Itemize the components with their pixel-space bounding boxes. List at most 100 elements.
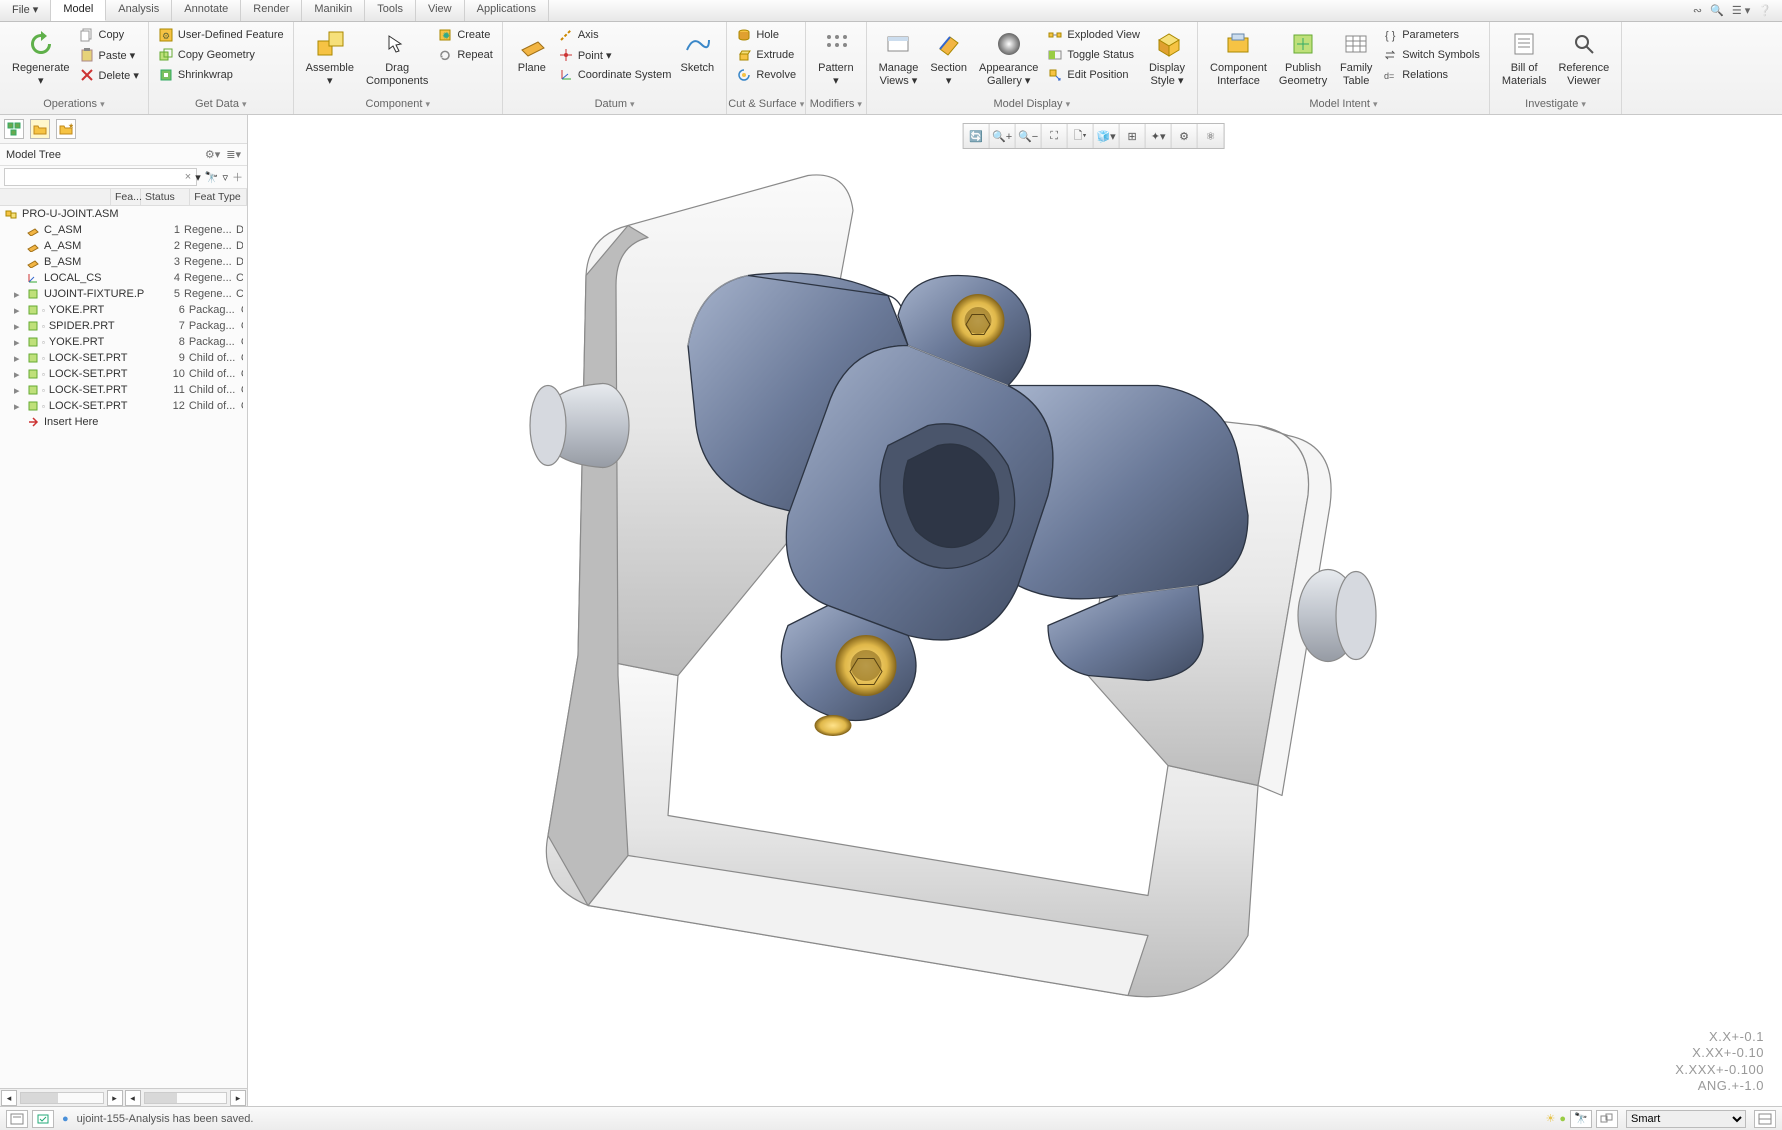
menu-tab-view[interactable]: View [416,0,465,21]
hole-button[interactable]: Hole [733,26,799,44]
menu-tab-render[interactable]: Render [241,0,302,21]
bill-of-materials-button[interactable]: Bill ofMaterials [1496,26,1553,89]
tree-row[interactable]: C_ASM1Regene...Datum Pla [0,222,247,238]
ribbon-group-label[interactable]: Investigate [1490,96,1621,114]
tree-row[interactable]: ▸▫SPIDER.PRT7Packag...Compone [0,318,247,334]
tree-h-scrollbar[interactable]: ◂ ▸ ◂ ▸ [0,1088,247,1106]
edit-position-button[interactable]: Edit Position [1044,66,1143,84]
shrinkwrap-button[interactable]: Shrinkwrap [155,66,287,84]
tree-column-header[interactable]: Fea... [111,189,141,205]
switch-symbols-button[interactable]: Switch Symbols [1379,46,1483,64]
tree-tab-folder-icon[interactable] [30,119,50,139]
tree-search-input[interactable] [4,168,197,186]
axis-button[interactable]: Axis [555,26,675,44]
ribbon-group-label[interactable]: Modifiers [806,96,865,114]
expand-icon[interactable]: ▸ [14,304,22,317]
expand-icon[interactable]: ▸ [14,320,22,333]
relations-button[interactable]: d=Relations [1379,66,1483,84]
view-tool-button[interactable]: 🧊▾ [1094,124,1120,148]
view-tool-button[interactable]: 🗋▾ [1068,124,1094,148]
tree-tab-model-icon[interactable] [4,119,24,139]
user-defined-feature-button[interactable]: ⚙User-Defined Feature [155,26,287,44]
titlebar-icon[interactable]: ∾ [1693,4,1702,17]
view-tool-button[interactable]: 🔍− [1016,124,1042,148]
ribbon-group-label[interactable]: Component [294,96,502,114]
tree-row[interactable]: ▸UJOINT-FIXTURE.P5Regene...Compone [0,286,247,302]
tree-settings-icon[interactable]: ⚙▾ [205,148,220,161]
copy-geometry-button[interactable]: Copy Geometry [155,46,287,64]
expand-icon[interactable]: ▸ [14,288,22,301]
view-tool-button[interactable]: ⚛ [1198,124,1224,148]
plane-button[interactable]: Plane [509,26,555,77]
publish-geometry-button[interactable]: PublishGeometry [1273,26,1333,89]
status-sun-icon[interactable]: ☀ [1545,1112,1555,1125]
view-tool-button[interactable]: ⛶ [1042,124,1068,148]
tree-row[interactable]: ▸▫LOCK-SET.PRT12Child of...Compone [0,398,247,414]
tree-filter-binoc-icon[interactable]: 🔭 [205,171,219,184]
tree-column-header[interactable]: Status [141,189,190,205]
delete-button[interactable]: Delete ▾ [76,66,142,84]
tree-row[interactable]: ▸▫YOKE.PRT8Packag...Compone [0,334,247,350]
ribbon-group-label[interactable]: Get Data [149,96,293,114]
expand-icon[interactable]: ▸ [14,400,22,413]
menu-tab-annotate[interactable]: Annotate [172,0,241,21]
manage-views-button[interactable]: ManageViews ▾ [873,26,925,89]
status-binoc-icon[interactable]: 🔭 [1570,1110,1592,1128]
status-icon-1[interactable] [6,1110,28,1128]
menu-tab-tools[interactable]: Tools [365,0,416,21]
view-tool-button[interactable]: ✦▾ [1146,124,1172,148]
model-tree-body[interactable]: PRO-U-JOINT.ASM C_ASM1Regene...Datum PlaA… [0,206,247,1088]
tree-row[interactable]: B_ASM3Regene...Datum Pla [0,254,247,270]
titlebar-icon[interactable]: 🔍 [1710,4,1724,17]
tree-root[interactable]: PRO-U-JOINT.ASM [22,208,119,220]
menu-tab-analysis[interactable]: Analysis [106,0,172,21]
status-icon-2[interactable] [32,1110,54,1128]
expand-icon[interactable]: ▸ [14,336,22,349]
view-tool-button[interactable]: 🔍+ [990,124,1016,148]
tree-column-header[interactable] [0,189,111,205]
tree-row[interactable]: ▸▫LOCK-SET.PRT11Child of...Compone [0,382,247,398]
tree-row[interactable]: Insert Here [0,414,247,430]
expand-icon[interactable]: ▸ [14,352,22,365]
exploded-view-button[interactable]: Exploded View [1044,26,1143,44]
revolve-button[interactable]: Revolve [733,66,799,84]
ribbon-group-label[interactable]: Datum [503,96,727,114]
point-button[interactable]: Point ▾ [555,46,675,64]
titlebar-icon[interactable]: ☰ ▾ [1732,4,1750,17]
section-button[interactable]: Section▾ [924,26,973,89]
component-interface-button[interactable]: ComponentInterface [1204,26,1273,89]
expand-icon[interactable]: ▸ [14,384,22,397]
copy-button[interactable]: Copy [76,26,142,44]
create-button[interactable]: ✹Create [434,26,495,44]
tree-add-icon[interactable]: ＋ [232,169,243,185]
tree-row[interactable]: A_ASM2Regene...Datum Pla [0,238,247,254]
reference-viewer-button[interactable]: ReferenceViewer [1552,26,1615,89]
ribbon-group-label[interactable]: Operations [0,96,148,114]
drag-components-button[interactable]: DragComponents [360,26,434,89]
family-table-button[interactable]: FamilyTable [1333,26,1379,89]
toggle-status-button[interactable]: Toggle Status [1044,46,1143,64]
ribbon-group-label[interactable]: Model Display [867,96,1197,114]
menu-tab-model[interactable]: Model [51,0,106,21]
tree-find-icon[interactable]: ▾ [195,171,201,184]
assemble-button[interactable]: Assemble▾ [300,26,360,89]
tree-row[interactable]: ▸▫LOCK-SET.PRT9Child of...Compone [0,350,247,366]
sketch-button[interactable]: Sketch [674,26,720,77]
titlebar-icon[interactable]: ❔ [1758,4,1772,17]
menu-tab-applications[interactable]: Applications [465,0,549,21]
display-style-button[interactable]: DisplayStyle ▾ [1143,26,1191,89]
view-tool-button[interactable]: ⚙ [1172,124,1198,148]
paste-button[interactable]: Paste ▾ [76,46,142,64]
regenerate-button[interactable]: Regenerate▾ [6,26,76,89]
clear-search-icon[interactable]: × [185,171,191,183]
tree-row[interactable]: ▸▫YOKE.PRT6Packag...Compone [0,302,247,318]
status-boxes-icon[interactable] [1596,1110,1618,1128]
coord-sys-button[interactable]: Coordinate System [555,66,675,84]
tree-tab-favorites-icon[interactable]: ★ [56,119,76,139]
tree-filter-funnel-icon[interactable]: ▿ [222,171,228,184]
menu-tab-file[interactable]: File ▾ [0,0,51,21]
ribbon-group-label[interactable]: Cut & Surface [727,96,805,114]
tree-row[interactable]: LOCAL_CS4Regene...Coordinat [0,270,247,286]
appearance-gallery-button[interactable]: AppearanceGallery ▾ [973,26,1044,89]
view-tool-button[interactable]: 🔄 [964,124,990,148]
